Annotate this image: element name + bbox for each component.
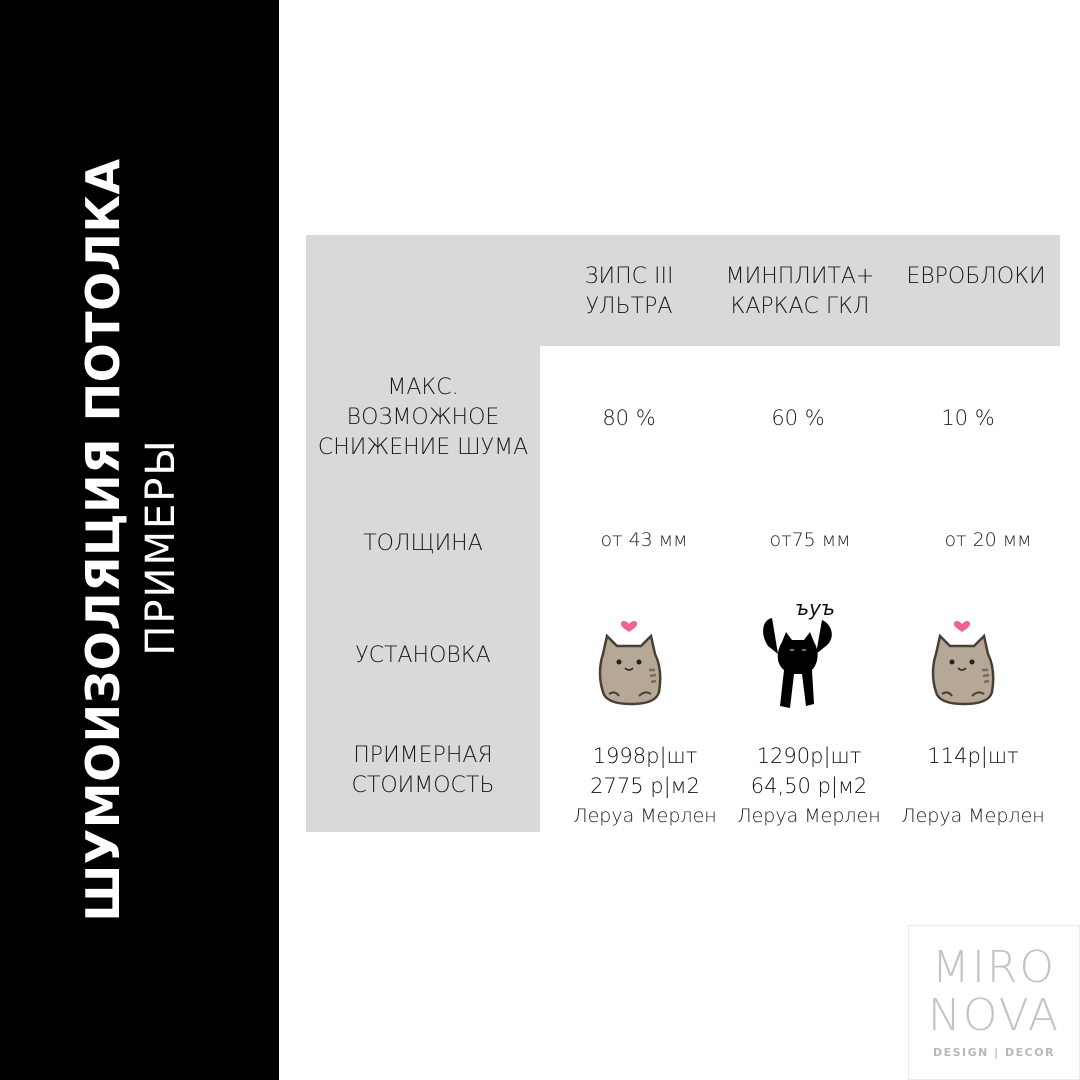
noise-value: 10 % xyxy=(941,406,995,430)
column-header-line: МИНПЛИТА+ xyxy=(725,264,875,289)
black-cat-icon xyxy=(763,618,832,708)
column-header-line: ЕВРОБЛОКИ xyxy=(906,264,1046,289)
pusheen-cat-icon xyxy=(598,621,662,706)
store-name: Леруа Мерлен xyxy=(901,805,1045,827)
store-name: Леруа Мерлен xyxy=(573,805,717,827)
store-name: Леруа Мерлен xyxy=(737,805,881,827)
logo-line: MIRO xyxy=(931,942,1057,993)
thickness-value: от75 мм xyxy=(769,529,851,551)
column-header-evrobloki: ЕВРОБЛОКИ xyxy=(892,262,1060,292)
price-per-m2 xyxy=(888,771,1058,801)
row-header-noise: МАКС. ВОЗМОЖНОЕ СНИЖЕНИЕ ШУМА xyxy=(306,373,540,463)
row-header-thickness: ТОЛЩИНА xyxy=(363,531,483,556)
row-header-cost: ПРИМЕРНАЯ СТОИМОСТЬ xyxy=(306,741,540,801)
row-header-line: СНИЖЕНИЕ ШУМА xyxy=(317,435,529,460)
column-header-line: ЗИПС III xyxy=(584,264,674,289)
row-header-line: ВОЗМОЖНОЕ xyxy=(346,405,500,430)
table-header-band xyxy=(306,235,1060,346)
price-per-piece: 1290р|шт xyxy=(756,744,862,768)
page-subtitle: ПРИМЕРЫ xyxy=(138,438,184,656)
thickness-value: от 43 мм xyxy=(600,529,688,551)
price-per-piece: 114р|шт xyxy=(927,744,1019,768)
cost-cell: 1998р|шт 2775 р|м2 Леруа Мерлен xyxy=(560,741,730,831)
price-per-m2: 64,50 р|м2 xyxy=(750,774,868,798)
pusheen-cat-icon xyxy=(931,621,995,706)
table-row-header-band xyxy=(306,346,540,832)
cost-cell: 114р|шт Леруа Мерлен xyxy=(888,741,1058,831)
price-per-piece: 1998р|шт xyxy=(592,744,698,768)
column-header-minplita: МИНПЛИТА+ КАРКАС ГКЛ xyxy=(716,262,884,322)
page-title: ШУМОИЗОЛЯЦИЯ ПОТОЛКА xyxy=(76,158,130,922)
column-header-line: УЛЬТРА xyxy=(585,294,673,319)
noise-value: 60 % xyxy=(771,406,825,430)
row-header-install: УСТАНОВКА xyxy=(355,643,491,668)
cat-caption: ъуъ xyxy=(794,596,836,620)
noise-value: 80 % xyxy=(602,406,656,430)
column-header-zips: ЗИПС III УЛЬТРА xyxy=(549,262,709,322)
cost-cell: 1290р|шт 64,50 р|м2 Леруа Мерлен xyxy=(724,741,894,831)
logo-tagline: DESIGN | DECOR xyxy=(932,1046,1056,1059)
column-header-line: КАРКАС ГКЛ xyxy=(730,294,870,319)
sidebar-panel: ШУМОИЗОЛЯЦИЯ ПОТОЛКА ПРИМЕРЫ xyxy=(0,0,279,1080)
row-header-line: МАКС. xyxy=(387,375,459,400)
price-per-m2: 2775 р|м2 xyxy=(590,774,700,798)
row-header-line: ПРИМЕРНАЯ xyxy=(353,743,493,768)
logo-line: NOVA xyxy=(927,990,1061,1041)
brand-logo: MIRO NOVA DESIGN | DECOR xyxy=(908,925,1080,1080)
thickness-value: от 20 мм xyxy=(944,529,1032,551)
row-header-line: СТОИМОСТЬ xyxy=(351,773,495,798)
